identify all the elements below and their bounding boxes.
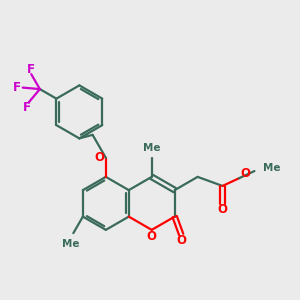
Text: F: F — [13, 81, 21, 94]
Text: Me: Me — [262, 163, 280, 173]
Text: F: F — [23, 101, 31, 114]
Text: O: O — [147, 230, 157, 243]
Text: Me: Me — [143, 142, 160, 153]
Text: O: O — [94, 151, 104, 164]
Text: O: O — [240, 167, 250, 180]
Text: O: O — [218, 203, 227, 216]
Text: O: O — [176, 234, 186, 247]
Text: F: F — [26, 62, 34, 76]
Text: Me: Me — [62, 239, 80, 249]
